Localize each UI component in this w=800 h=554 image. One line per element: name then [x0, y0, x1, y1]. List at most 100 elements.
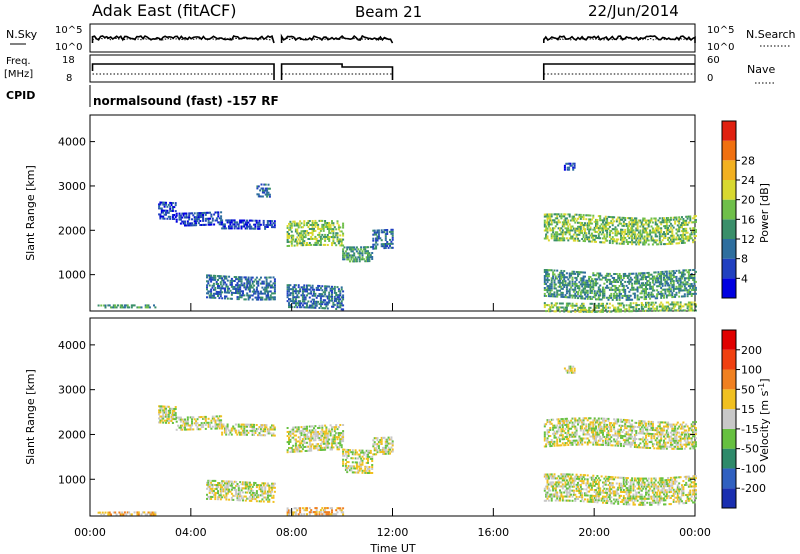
echo-cell [656, 223, 659, 226]
echo-cell [592, 284, 595, 287]
echo-cell [586, 281, 589, 284]
echo-cell [304, 230, 307, 233]
echo-cell [545, 443, 548, 446]
echo-cell [577, 421, 579, 424]
echo-cell [667, 219, 670, 221]
echo-cell [664, 309, 667, 312]
echo-cell [222, 275, 225, 278]
echo-cell [640, 233, 643, 236]
echo-cell [613, 284, 616, 287]
echo-cell [343, 454, 346, 457]
echo-cell [689, 301, 692, 304]
echo-cell [611, 298, 614, 301]
echo-cell [550, 215, 553, 218]
echo-cell [589, 297, 592, 300]
echo-cell [575, 271, 578, 273]
echo-cell [575, 295, 578, 297]
echo-cell [391, 232, 394, 235]
echo-cell [310, 429, 313, 432]
echo-cell [572, 433, 575, 436]
echo-cell [342, 238, 345, 241]
echo-cell [321, 223, 324, 226]
echo-cell [254, 290, 257, 293]
echo-cell [159, 405, 162, 408]
echo-cell [224, 291, 226, 294]
echo-cell [324, 285, 327, 288]
echo-cell [223, 225, 226, 228]
echo-cell [247, 431, 250, 434]
echo-cell [301, 444, 304, 447]
echo-cell [217, 279, 219, 281]
echo-cell [296, 222, 299, 225]
echo-cell [570, 274, 573, 277]
echo-cell [133, 304, 136, 307]
echo-cell [258, 486, 261, 489]
echo-cell [250, 278, 253, 281]
echo-cell [685, 227, 688, 230]
echo-cell [191, 418, 193, 421]
echo-cell [575, 229, 578, 232]
echo-cell [204, 213, 207, 216]
echo-cell [564, 432, 567, 434]
echo-cell [186, 224, 189, 227]
echo-cell [559, 440, 561, 443]
echo-cell [196, 214, 199, 217]
echo-cell [672, 303, 675, 306]
echo-cell [624, 280, 627, 283]
echo-cell [547, 443, 550, 446]
echo-cell [353, 252, 356, 255]
echo-cell [661, 235, 664, 238]
echo-cell [653, 303, 656, 306]
echo-cell [547, 431, 550, 434]
echo-cell [272, 500, 275, 503]
echo-cell [200, 416, 203, 418]
echo-cell [557, 422, 560, 425]
echo-cell [300, 440, 303, 443]
colorbar-swatch [722, 258, 736, 279]
echo-cell [372, 443, 375, 446]
echo-cell [622, 290, 625, 293]
echo-cell [547, 279, 550, 282]
echo-cell [325, 226, 328, 228]
echo-cell [233, 276, 236, 278]
echo-cell [246, 497, 249, 500]
echo-cell [615, 294, 618, 297]
echo-cell [631, 225, 634, 228]
echo-cell [671, 280, 674, 283]
echo-cell [200, 426, 203, 429]
echo-cell [646, 309, 649, 312]
echo-cell [304, 445, 307, 448]
echo-cell [104, 306, 107, 309]
echo-cell [350, 467, 353, 470]
echo-cell [556, 289, 559, 292]
echo-cell [207, 211, 210, 214]
echo-cell [564, 233, 567, 236]
echo-cell [632, 306, 635, 309]
echo-cell [211, 487, 214, 490]
echo-cell [292, 302, 295, 305]
echo-cell [332, 303, 335, 306]
echo-cell [335, 298, 338, 300]
echo-cell [676, 242, 679, 245]
echo-cell [253, 498, 256, 500]
echo-cell [210, 274, 213, 277]
echo-cell [651, 289, 654, 292]
echo-cell [383, 448, 386, 451]
echo-cell [682, 232, 685, 234]
echo-cell [656, 295, 659, 298]
echo-cell [632, 302, 635, 305]
echo-cell [240, 225, 243, 228]
echo-cell [317, 223, 320, 226]
echo-cell [575, 285, 578, 287]
echo-cell [665, 233, 668, 235]
echo-cell [237, 278, 240, 281]
echo-cell [299, 450, 302, 453]
echo-cell [656, 289, 659, 292]
echo-cell [579, 215, 582, 218]
echo-cell [565, 417, 568, 420]
echo-cell [606, 296, 609, 299]
echo-cell [264, 430, 267, 433]
echo-cell [306, 507, 308, 510]
echo-cell [650, 237, 653, 240]
echo-cell [165, 415, 167, 418]
